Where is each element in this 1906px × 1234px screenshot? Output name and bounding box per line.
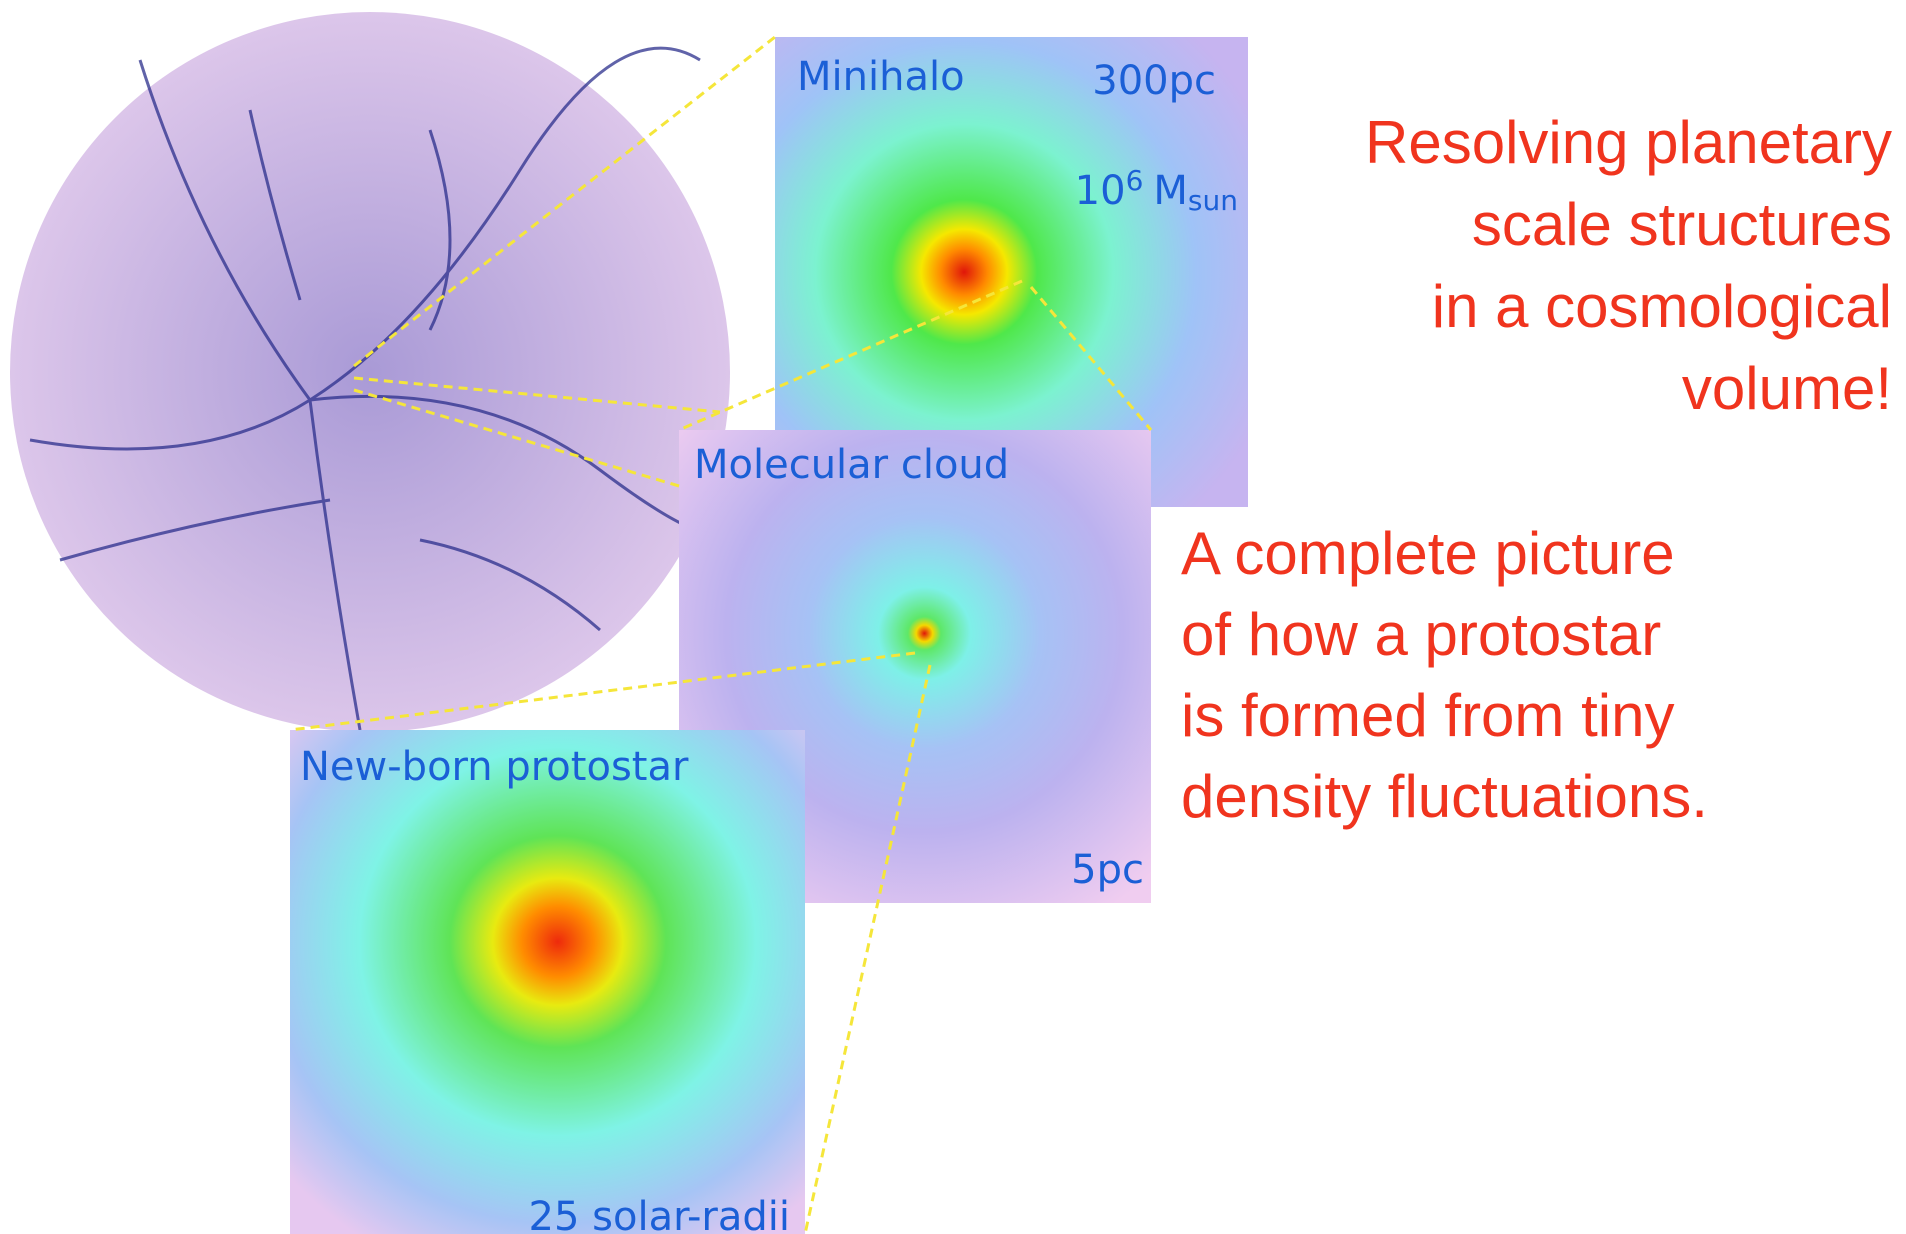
panel-label: Minihalo xyxy=(797,54,965,100)
text-line: of how a protostar xyxy=(1181,601,1661,668)
protostar-panel xyxy=(290,730,805,1234)
text-line: density fluctuations. xyxy=(1181,763,1708,830)
text-line: volume! xyxy=(1682,355,1892,422)
panel-label: Molecular cloud xyxy=(694,442,1009,488)
page: Minihalo 300pc 106Msun Molecular cloud 5… xyxy=(0,0,1906,1234)
text-line: in a cosmological xyxy=(1432,273,1892,340)
mass-exp: 6 xyxy=(1126,164,1144,197)
headline: Resolving planetary scale structures in a … xyxy=(1365,109,1892,422)
slide: Minihalo 300pc 106Msun Molecular cloud 5… xyxy=(0,0,1906,1234)
panel-label: New-born protostar xyxy=(300,744,689,790)
text-line: Resolving planetary xyxy=(1365,109,1892,176)
text-line: is formed from tiny xyxy=(1181,682,1674,749)
mass-base: 10 xyxy=(1075,168,1126,214)
text-line: scale structures xyxy=(1472,191,1892,258)
mass-unit: M xyxy=(1153,168,1188,214)
text-line: A complete picture xyxy=(1181,520,1675,587)
summary: A complete picture of how a protostar is f… xyxy=(1181,520,1708,830)
mass-sub: sun xyxy=(1188,184,1238,217)
web-disc xyxy=(10,12,730,732)
panel-scale: 5pc xyxy=(1071,847,1144,893)
panel-scale: 300pc xyxy=(1092,58,1216,104)
panel-scale: 25 solar-radii xyxy=(529,1194,790,1234)
cosmic-web xyxy=(10,12,730,732)
